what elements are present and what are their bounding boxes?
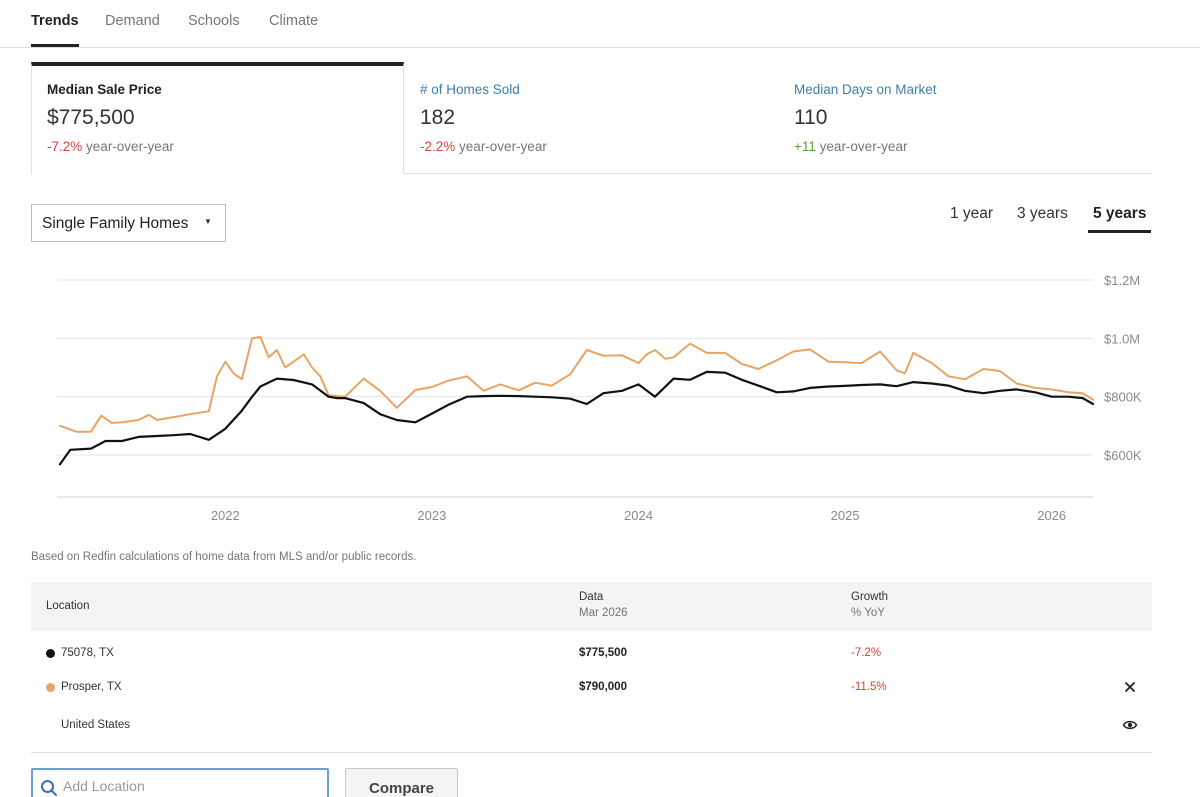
legend-dot	[46, 649, 55, 658]
header-growth-label: Growth	[851, 591, 889, 603]
stat-change: -2.2% year-over-year	[420, 139, 547, 154]
y-tick-label: $800K	[1104, 390, 1142, 405]
stat-card-days-on-market[interactable]: Median Days on Market 110 +11 year-over-…	[778, 62, 1152, 174]
row-location: 75078, TX	[61, 647, 114, 659]
header-data-label: Data	[579, 591, 604, 603]
cards-divider	[404, 173, 1152, 174]
stat-title: # of Homes Sold	[420, 82, 520, 97]
header-growth-unit: % YoY	[851, 607, 885, 619]
row-value: $790,000	[579, 681, 627, 693]
stat-change-value: -2.2%	[420, 139, 456, 154]
eye-icon[interactable]	[1122, 717, 1138, 733]
search-icon	[41, 780, 57, 796]
tab-trends[interactable]: Trends	[31, 13, 79, 47]
header-location: Location	[46, 600, 90, 612]
stat-change-value: +11	[794, 139, 816, 154]
stat-title: Median Days on Market	[794, 82, 937, 97]
series-line-prosper	[59, 335, 1094, 433]
stat-value: 110	[794, 106, 828, 129]
add-location-field[interactable]	[31, 768, 329, 797]
tab-climate[interactable]: Climate	[269, 13, 319, 29]
stat-value: $775,500	[47, 106, 135, 129]
header-data: Data Mar 2026	[579, 591, 628, 619]
x-tick-label: 2023	[417, 508, 446, 523]
y-tick-label: $1.0M	[1104, 331, 1140, 346]
stat-change-suffix: year-over-year	[459, 139, 547, 154]
tab-demand[interactable]: Demand	[105, 13, 160, 29]
add-location-input[interactable]	[63, 778, 313, 794]
row-location: United States	[61, 719, 131, 731]
stat-change-suffix: year-over-year	[86, 139, 174, 154]
section-tabs: Trends Demand Schools Climate	[0, 0, 1200, 48]
y-tick-label: $600K	[1104, 448, 1142, 463]
property-type-dropdown[interactable]: Single Family Homes ▼	[31, 204, 226, 242]
header-growth: Growth % YoY	[851, 591, 888, 619]
legend-dot	[46, 683, 55, 692]
range-3-years[interactable]: 3 years	[1017, 205, 1068, 222]
close-icon[interactable]	[1122, 679, 1138, 695]
compare-button[interactable]: Compare	[345, 768, 458, 797]
table-row: United States	[31, 709, 1152, 743]
x-tick-label: 2025	[831, 508, 860, 523]
stat-value: 182	[420, 106, 456, 129]
row-location: Prosper, TX	[61, 681, 122, 693]
comparison-table-header: Location Data Mar 2026 Growth % YoY	[31, 582, 1152, 631]
stat-title: Median Sale Price	[47, 82, 162, 97]
row-value: $775,500	[579, 647, 627, 659]
stat-card-median-sale-price[interactable]: Median Sale Price $775,500 -7.2% year-ov…	[31, 62, 404, 174]
header-data-period: Mar 2026	[579, 607, 628, 619]
table-row: 75078, TX $775,500 -7.2%	[31, 637, 1152, 671]
data-source-note: Based on Redfin calculations of home dat…	[31, 551, 417, 563]
y-tick-label: $1.2M	[1104, 273, 1140, 288]
row-growth: -7.2%	[851, 647, 882, 659]
table-divider	[31, 752, 1152, 753]
price-trend-chart: $600K $800K $1.0M $1.2M 2022 2023 2024 2025 2026	[57, 273, 1142, 523]
stat-change-value: -7.2%	[47, 139, 83, 154]
tab-schools[interactable]: Schools	[188, 13, 240, 29]
table-row: Prosper, TX $790,000 -11.5%	[31, 671, 1152, 705]
stat-change: -7.2% year-over-year	[47, 139, 174, 154]
dropdown-selected-label: Single Family Homes	[42, 215, 189, 232]
x-tick-label: 2026	[1037, 508, 1066, 523]
row-growth: -11.5%	[851, 681, 887, 693]
stat-change: +11 year-over-year	[794, 139, 907, 154]
x-tick-label: 2024	[624, 508, 653, 523]
stat-card-homes-sold[interactable]: # of Homes Sold 182 -2.2% year-over-year	[404, 62, 778, 174]
x-tick-label: 2022	[211, 508, 240, 523]
series-line-75078	[58, 370, 1095, 466]
stat-change-suffix: year-over-year	[819, 139, 908, 154]
range-5-years[interactable]: 5 years	[1088, 205, 1152, 233]
caret-down-icon: ▼	[204, 217, 212, 226]
range-1-year[interactable]: 1 year	[950, 205, 994, 222]
